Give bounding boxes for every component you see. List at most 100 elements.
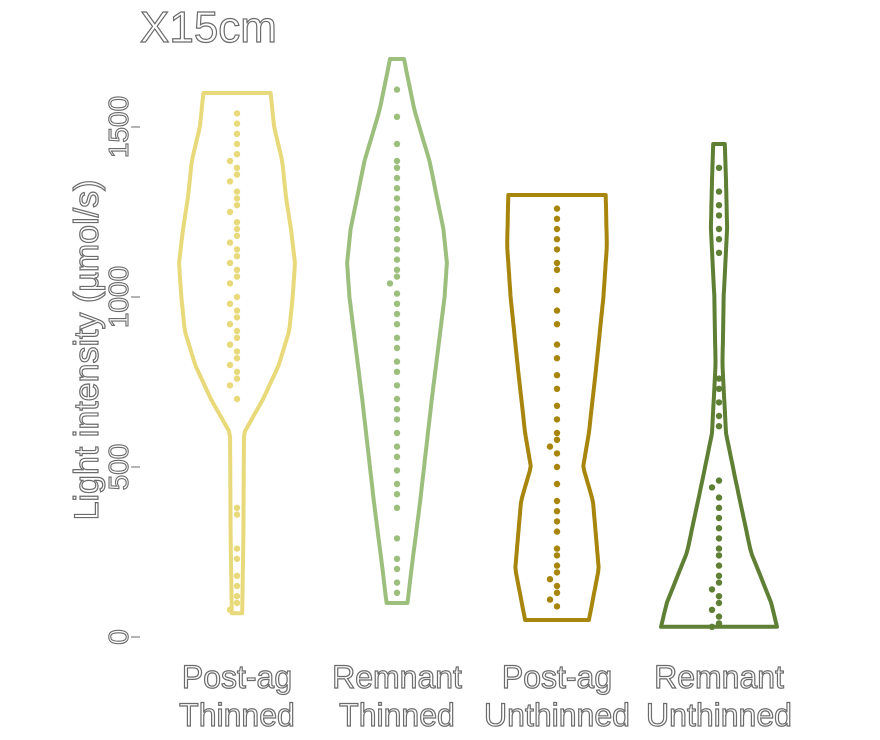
data-point	[553, 402, 561, 409]
data-point	[393, 266, 401, 273]
data-point	[393, 395, 401, 403]
violin-outline	[345, 57, 449, 605]
data-point	[226, 239, 234, 246]
data-point	[553, 266, 561, 273]
data-point	[553, 341, 561, 348]
data-point	[715, 399, 723, 406]
y-tick-label: 1000	[103, 266, 134, 328]
data-point	[233, 293, 241, 301]
data-point	[233, 273, 241, 280]
data-point	[233, 545, 241, 552]
data-point	[226, 280, 234, 287]
data-point	[393, 310, 401, 318]
data-point	[393, 236, 401, 243]
data-point	[715, 375, 723, 382]
data-point	[386, 280, 394, 287]
data-point	[553, 480, 561, 488]
data-point	[393, 589, 401, 596]
data-point	[233, 314, 241, 321]
data-point	[553, 225, 561, 233]
chart-title: X15cm	[140, 3, 277, 52]
data-point	[233, 504, 241, 511]
data-point	[226, 208, 234, 216]
data-point	[233, 375, 241, 382]
data-point	[233, 188, 241, 195]
data-point	[715, 562, 723, 569]
data-point	[393, 225, 401, 233]
data-point	[715, 494, 723, 501]
data-point	[233, 151, 241, 158]
data-point	[393, 215, 401, 222]
data-point	[715, 249, 723, 256]
data-point	[226, 178, 234, 185]
data-point	[715, 525, 723, 532]
data-point	[546, 576, 554, 583]
data-point	[233, 219, 241, 226]
data-point	[393, 185, 401, 192]
data-point	[553, 450, 561, 457]
data-point	[393, 480, 401, 488]
data-point	[553, 436, 561, 443]
data-point	[233, 246, 241, 253]
y-axis: 0 500 1000 1500	[102, 95, 140, 645]
data-point	[715, 412, 723, 420]
data-point	[233, 164, 241, 171]
data-point	[393, 555, 401, 562]
x-category-label: Unthinned	[484, 697, 630, 733]
data-point	[715, 552, 723, 559]
data-point	[393, 344, 401, 352]
y-axis-label: Light intensity (µmol/s)	[68, 180, 106, 521]
data-point	[393, 358, 401, 365]
violin-group	[505, 193, 609, 622]
x-category-label: Thinned	[339, 697, 455, 733]
data-point	[553, 236, 561, 243]
data-point	[715, 477, 723, 484]
data-point	[226, 361, 234, 369]
data-point	[546, 596, 554, 603]
data-point	[393, 174, 401, 182]
x-category-label: Remnant	[332, 659, 462, 695]
data-point	[553, 321, 561, 328]
data-point	[233, 327, 241, 335]
violin-outline	[505, 193, 609, 622]
x-category-label: Post-ag	[182, 659, 292, 695]
data-point	[715, 593, 723, 600]
data-point	[393, 443, 401, 450]
data-point	[715, 236, 723, 243]
data-point	[393, 290, 401, 297]
data-point	[553, 582, 561, 590]
data-point	[233, 110, 241, 117]
data-point	[233, 555, 241, 562]
data-point	[715, 613, 723, 620]
data-point	[233, 334, 241, 341]
data-point	[393, 157, 401, 165]
data-point	[226, 321, 234, 328]
data-point	[393, 579, 401, 586]
data-point	[233, 171, 241, 178]
data-point	[393, 467, 401, 474]
data-point	[393, 416, 401, 423]
data-point	[553, 372, 561, 379]
data-point	[226, 157, 234, 165]
data-point	[233, 120, 241, 127]
x-category-label: Thinned	[179, 697, 295, 733]
data-point	[553, 287, 561, 294]
data-point	[546, 443, 554, 450]
data-point	[553, 603, 561, 610]
data-point	[226, 382, 234, 389]
data-point	[715, 579, 723, 586]
data-point	[553, 215, 561, 222]
data-point	[233, 130, 241, 137]
x-axis: Post-agThinnedRemnantThinnedPost-agUnthi…	[179, 658, 793, 733]
y-tick-label: 500	[103, 444, 134, 491]
data-point	[393, 382, 401, 389]
data-point	[553, 416, 561, 423]
data-point	[233, 195, 241, 202]
data-point	[553, 259, 561, 267]
data-point	[553, 518, 561, 525]
data-point	[393, 273, 401, 280]
data-point	[553, 569, 561, 576]
data-point	[715, 423, 723, 430]
data-point	[233, 395, 241, 403]
